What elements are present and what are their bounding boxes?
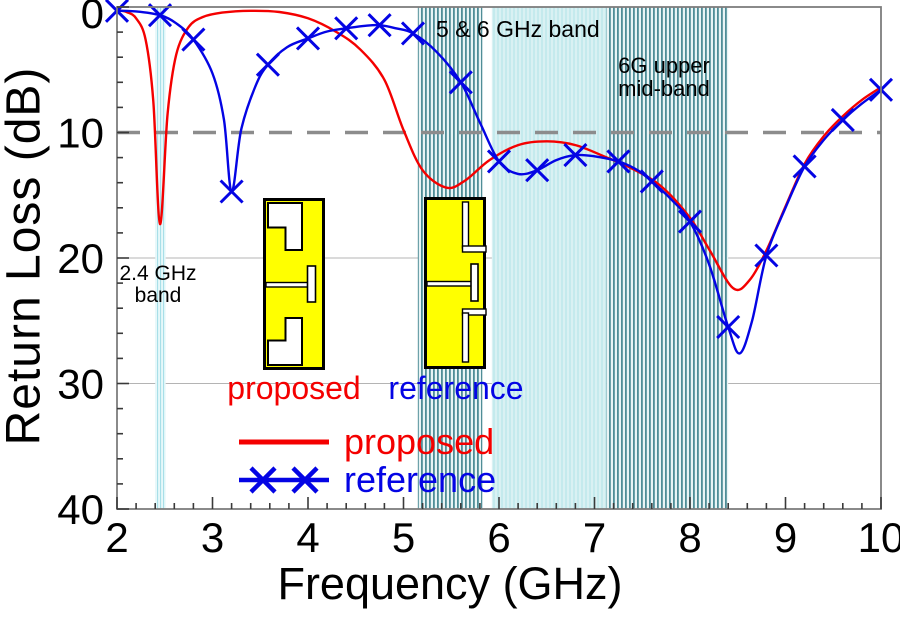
y-tick-label: 10: [57, 110, 104, 157]
legend-label-proposed: proposed: [344, 421, 495, 462]
x-marker: [754, 243, 779, 268]
proposed-curve: [116, 8, 882, 292]
x-marker: [448, 70, 473, 95]
x-marker: [367, 13, 392, 38]
x-marker: [525, 158, 550, 183]
y-tick-label: 30: [57, 361, 104, 408]
x-marker: [219, 179, 244, 204]
x-tick-label: 6: [487, 514, 510, 561]
x-marker: [677, 209, 703, 234]
y-tick-label: 0: [81, 0, 104, 37]
x-tick-label: 3: [201, 514, 224, 561]
x-marker: [255, 52, 280, 77]
annotation-6g-line1: 6G upper: [618, 53, 710, 78]
x-tick-label: 9: [774, 514, 797, 561]
proposed-line-sample: [239, 439, 329, 445]
x-marker: [639, 169, 664, 194]
band-region: [491, 7, 607, 509]
annotation-5-6ghz-band: 5 & 6 GHz band: [436, 16, 600, 42]
reference-markers: [104, 0, 894, 340]
x-marker: [334, 16, 359, 41]
reference-inset-label: reference: [388, 370, 524, 406]
x-marker: [563, 143, 588, 168]
x-tick-label: 7: [583, 514, 606, 561]
x-tick-label: 8: [678, 514, 701, 561]
y-tick-label: 40: [57, 486, 104, 533]
y-axis-title: Return Loss (dB): [0, 66, 51, 446]
legend-item-reference: reference: [236, 461, 496, 499]
proposed-inset-label: proposed: [227, 370, 361, 406]
y-tick-label: 20: [57, 235, 104, 282]
x-marker: [295, 26, 321, 51]
band-region: [155, 7, 166, 509]
legend-label-reference: reference: [344, 459, 497, 500]
annotation-2-4ghz-band: 2.4 GHz band: [114, 263, 202, 307]
x-marker: [400, 21, 426, 46]
reference-antenna-drawing: [424, 197, 487, 369]
x-axis-title: Frequency (GHz): [277, 558, 623, 609]
x-tick-label: 5: [392, 514, 415, 561]
x-marker: [792, 154, 817, 179]
x-tick-label: 10: [858, 514, 900, 561]
legend: proposed reference: [236, 423, 496, 499]
reference-line-sample: [239, 466, 329, 494]
x-marker: [486, 149, 512, 174]
x-tick-label: 2: [105, 514, 128, 561]
proposed-antenna-drawing: [263, 198, 325, 370]
legend-item-proposed: proposed: [236, 423, 496, 461]
axis-ticks: [116, 6, 882, 510]
annotation-6g-upper-mid-band: 6G upper mid-band: [608, 54, 720, 100]
x-tick-label: 4: [296, 514, 319, 561]
x-marker: [830, 107, 855, 132]
x-marker: [716, 314, 741, 340]
x-marker: [606, 149, 631, 174]
reference-antenna-inset: [424, 197, 487, 374]
proposed-antenna-inset: [263, 198, 325, 375]
x-marker: [181, 27, 206, 52]
annotation-6g-line2: mid-band: [618, 76, 710, 101]
annotation-2-4ghz-band-line2: band: [134, 284, 182, 307]
annotation-2-4ghz-band-line1: 2.4 GHz: [119, 262, 197, 285]
